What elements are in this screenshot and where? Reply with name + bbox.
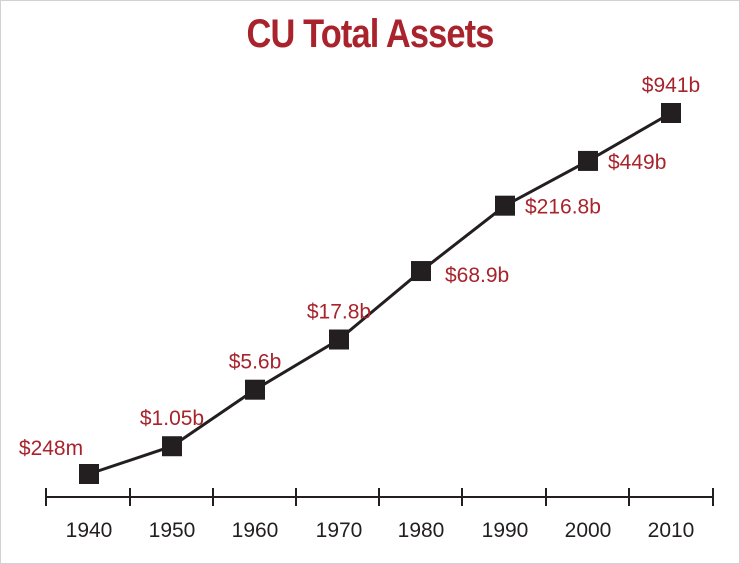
x-tick-label: 1940 (66, 519, 113, 542)
data-point-marker (162, 436, 182, 457)
data-label: $216.8b (525, 196, 601, 219)
x-tick-label: 2000 (565, 519, 612, 542)
data-point-marker (578, 150, 598, 171)
data-label-layer: $248m $1.05b $5.6b $17.8b $68.9b $216.8b $449b… (19, 74, 700, 460)
series-line (88, 111, 672, 476)
data-label: $68.9b (445, 264, 509, 287)
x-tick-label: 2010 (648, 519, 695, 542)
data-label: $17.8b (307, 301, 371, 324)
data-label: $5.6b (229, 351, 282, 374)
marker-layer (79, 103, 681, 484)
x-tick-label: 1990 (482, 519, 529, 542)
x-tick-label: 1970 (316, 519, 363, 542)
data-point-marker (661, 103, 681, 123)
data-label: $941b (642, 74, 700, 97)
x-tick-label: 1950 (149, 519, 196, 542)
data-point-marker (79, 464, 99, 484)
data-point-marker (245, 379, 265, 400)
data-point-marker (411, 261, 431, 282)
data-label: $248m (19, 437, 83, 460)
data-label: $1.05b (140, 407, 204, 430)
data-point-marker (495, 195, 515, 216)
data-point-marker (329, 329, 349, 350)
data-label: $449b (608, 151, 666, 174)
x-tick-label: 1980 (398, 519, 445, 542)
x-tick-label: 1960 (232, 519, 279, 542)
x-axis: 1940 1950 1960 1970 1980 1990 2000 2010 (45, 488, 714, 542)
series-line-layer (88, 111, 672, 476)
chart-title: CU Total Assets (246, 12, 494, 56)
